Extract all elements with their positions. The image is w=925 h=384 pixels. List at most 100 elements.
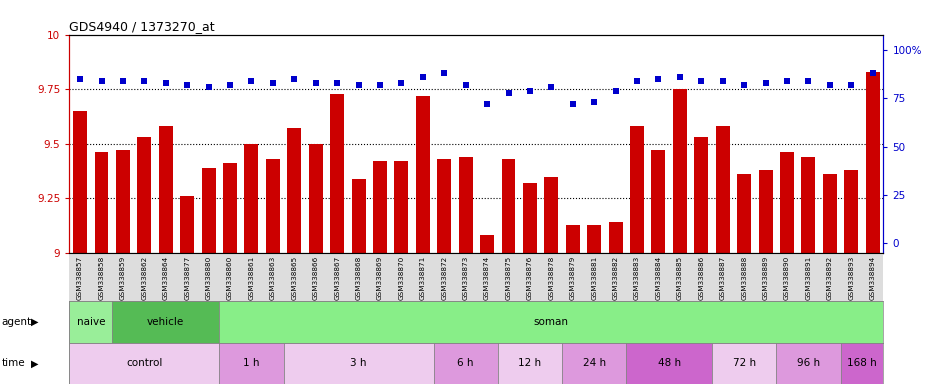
Text: GSM338885: GSM338885 — [677, 255, 683, 300]
Text: GSM338879: GSM338879 — [570, 255, 575, 300]
Bar — [73, 111, 87, 253]
Text: GSM338871: GSM338871 — [420, 255, 426, 300]
Text: GSM338877: GSM338877 — [184, 255, 191, 300]
Bar — [801, 157, 815, 253]
Text: GSM338864: GSM338864 — [163, 255, 168, 300]
Bar — [823, 174, 837, 253]
Text: 12 h: 12 h — [518, 358, 541, 368]
Bar — [523, 183, 536, 253]
Bar — [712, 343, 776, 384]
Text: 24 h: 24 h — [583, 358, 606, 368]
Text: GSM338889: GSM338889 — [762, 255, 769, 300]
Bar — [69, 301, 112, 343]
Text: 72 h: 72 h — [733, 358, 756, 368]
Point — [544, 84, 559, 90]
Text: GSM338876: GSM338876 — [527, 255, 533, 300]
Text: GSM338860: GSM338860 — [227, 255, 233, 300]
Bar — [112, 301, 219, 343]
Bar — [244, 144, 258, 253]
Point — [458, 82, 473, 88]
Bar — [138, 137, 152, 253]
Text: GSM338893: GSM338893 — [848, 255, 855, 300]
Point — [329, 80, 344, 86]
Text: ▶: ▶ — [31, 317, 39, 327]
Text: GSM338858: GSM338858 — [98, 255, 105, 300]
Point — [694, 78, 709, 84]
Point — [137, 78, 152, 84]
Text: GSM338881: GSM338881 — [591, 255, 598, 300]
Point — [352, 82, 366, 88]
Point — [630, 78, 645, 84]
Bar — [352, 179, 365, 253]
Bar — [309, 144, 323, 253]
Text: GSM338861: GSM338861 — [249, 255, 254, 300]
Point — [715, 78, 730, 84]
Text: GSM338872: GSM338872 — [441, 255, 448, 300]
Bar — [116, 150, 130, 253]
Bar — [498, 343, 562, 384]
Point — [179, 82, 194, 88]
Point — [609, 88, 623, 94]
Point — [822, 82, 837, 88]
Text: naive: naive — [77, 317, 105, 327]
Bar — [695, 137, 709, 253]
Bar — [284, 343, 434, 384]
Bar — [219, 301, 883, 343]
Text: GSM338866: GSM338866 — [313, 255, 319, 300]
Text: GSM338887: GSM338887 — [720, 255, 726, 300]
Bar — [330, 94, 344, 253]
Bar — [841, 343, 883, 384]
Point — [501, 89, 516, 96]
Point — [73, 76, 88, 82]
Text: GSM338859: GSM338859 — [120, 255, 126, 300]
Bar — [737, 174, 751, 253]
Bar — [373, 161, 387, 253]
Text: GSM338882: GSM338882 — [612, 255, 619, 300]
Bar — [434, 343, 498, 384]
Point — [223, 82, 238, 88]
Text: agent: agent — [2, 317, 32, 327]
Point — [373, 82, 388, 88]
Bar — [219, 343, 284, 384]
Bar — [651, 150, 665, 253]
Bar — [562, 343, 626, 384]
Bar — [630, 126, 644, 253]
Text: 6 h: 6 h — [458, 358, 474, 368]
Bar — [438, 159, 451, 253]
Text: 48 h: 48 h — [658, 358, 681, 368]
Text: 96 h: 96 h — [796, 358, 820, 368]
Bar — [866, 72, 880, 253]
Point — [865, 70, 880, 76]
Text: GSM338888: GSM338888 — [741, 255, 747, 300]
Text: GSM338869: GSM338869 — [377, 255, 383, 300]
Text: GSM338884: GSM338884 — [656, 255, 661, 300]
Bar — [545, 177, 559, 253]
Point — [672, 74, 687, 80]
Text: 3 h: 3 h — [351, 358, 367, 368]
Bar — [180, 196, 194, 253]
Point — [523, 88, 537, 94]
Bar — [416, 96, 430, 253]
Point — [651, 76, 666, 82]
Point — [801, 78, 816, 84]
Text: control: control — [126, 358, 163, 368]
Bar — [69, 343, 219, 384]
Text: soman: soman — [534, 317, 569, 327]
Point — [394, 80, 409, 86]
Bar — [480, 235, 494, 253]
Text: GSM338863: GSM338863 — [270, 255, 276, 300]
Text: GSM338880: GSM338880 — [205, 255, 212, 300]
Text: GSM338870: GSM338870 — [399, 255, 404, 300]
Text: vehicle: vehicle — [147, 317, 184, 327]
Point — [116, 78, 130, 84]
Text: GSM338875: GSM338875 — [505, 255, 512, 300]
Point — [287, 76, 302, 82]
Bar — [587, 225, 601, 253]
Text: GSM338874: GSM338874 — [484, 255, 490, 300]
Point — [565, 101, 580, 107]
Point — [437, 70, 451, 76]
Bar — [776, 343, 841, 384]
Text: GSM338873: GSM338873 — [462, 255, 469, 300]
Text: GSM338890: GSM338890 — [784, 255, 790, 300]
Bar — [394, 161, 408, 253]
